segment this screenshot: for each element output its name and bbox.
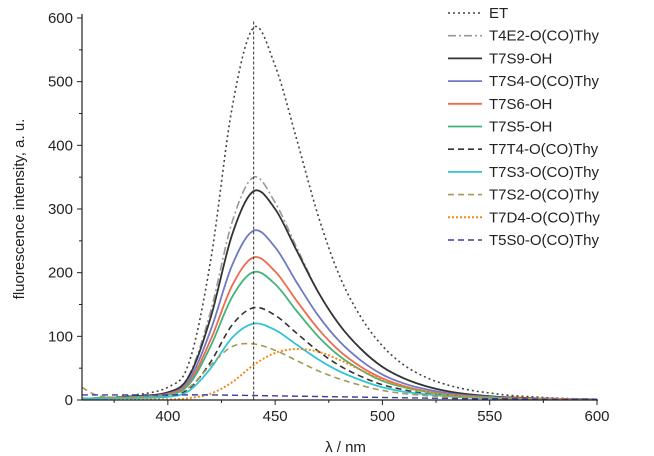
legend-label: T4E2-O(CO)Thy (489, 28, 600, 45)
series-line-11 (82, 394, 597, 400)
legend-label: T7S2-O(CO)Thy (489, 187, 600, 204)
y-tick-label: 100 (48, 328, 73, 345)
x-tick-label: 450 (263, 408, 288, 425)
x-tick-label: 550 (477, 408, 502, 425)
y-tick-label: 600 (48, 10, 73, 27)
legend: ET T4E2-O(CO)Thy T7S9-OH T7S4-O(CO)Thy T7S6-… (448, 5, 600, 249)
series-line-9 (82, 342, 597, 400)
legend-label: T7S3-O(CO)Thy (489, 164, 600, 181)
y-axis-label: fluorescence intensity, a. u. (11, 119, 28, 300)
series-line-4 (82, 229, 597, 400)
x-tick-label: 500 (370, 408, 395, 425)
series-line-8 (82, 322, 597, 400)
legend-label: T7S6-OH (489, 96, 552, 113)
x-tick-label: 400 (155, 408, 180, 425)
series-line-7 (82, 306, 597, 400)
legend-label: T7S5-OH (489, 119, 552, 136)
x-axis-label: λ / nm (325, 439, 366, 456)
y-tick-label: 200 (48, 265, 73, 282)
y-tick-label: 400 (48, 137, 73, 154)
series-layer (82, 21, 597, 400)
y-tick-label: 300 (48, 201, 73, 218)
series-line-1 (82, 25, 597, 400)
legend-label: T5S0-O(CO)Thy (489, 232, 600, 249)
ticks: 400 450 500 550 600 0 100 200 300 400 500 600 (48, 10, 610, 425)
y-tick-label: 0 (65, 392, 73, 409)
legend-label: T7S9-OH (489, 50, 552, 67)
legend-label: ET (489, 5, 508, 22)
legend-label: T7T4-O(CO)Thy (489, 141, 599, 158)
legend-label: T7D4-O(CO)Thy (489, 209, 600, 226)
series-line-6 (82, 270, 597, 400)
series-line-5 (82, 256, 597, 400)
y-tick-label: 500 (48, 74, 73, 91)
legend-label: T7S4-O(CO)Thy (489, 73, 600, 90)
series-line-10 (82, 348, 597, 400)
x-tick-label: 600 (584, 408, 609, 425)
